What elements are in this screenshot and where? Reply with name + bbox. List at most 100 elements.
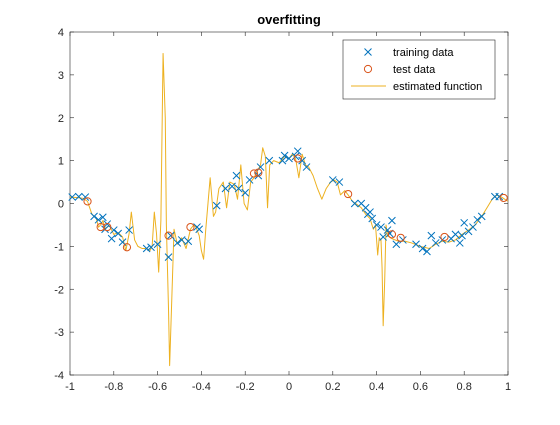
training-point [451, 230, 460, 239]
training-point [372, 221, 381, 229]
x-tick-label: 1 [505, 381, 511, 393]
training-point [379, 233, 388, 241]
legend-test-marker [363, 64, 373, 74]
training-point [228, 182, 236, 191]
training-point [335, 178, 344, 186]
training-point [392, 240, 401, 249]
training-point [90, 212, 98, 221]
test-point [387, 230, 397, 239]
y-tick-label: -2 [54, 284, 64, 296]
x-tick-label: 0.6 [413, 381, 428, 393]
training-point [431, 239, 440, 247]
training-point [350, 199, 359, 208]
training-point [399, 236, 407, 244]
legend-training-marker [364, 48, 372, 56]
training-point [469, 223, 477, 231]
x-tick-label: 0.8 [457, 381, 472, 393]
test-point [293, 154, 302, 163]
training-point [101, 225, 109, 234]
training-point [245, 176, 254, 184]
training-point [278, 156, 287, 165]
training-point [265, 156, 274, 165]
test-point [103, 222, 112, 232]
test-point [122, 243, 132, 252]
test-point [440, 232, 449, 242]
legend-label: test data [393, 64, 436, 76]
training-point [109, 226, 118, 234]
y-tick-label: 0 [58, 199, 64, 211]
training-point [460, 218, 469, 227]
x-tick-label: -0.4 [192, 381, 211, 393]
y-tick-label: -3 [54, 327, 64, 339]
training-point [212, 201, 221, 210]
training-point [328, 176, 337, 184]
training-point [221, 184, 230, 193]
x-tick-label: 0 [286, 381, 292, 393]
test-point [344, 189, 353, 199]
training-point [177, 236, 186, 244]
test-point [83, 197, 92, 206]
training-point [173, 239, 182, 247]
training-point [153, 240, 162, 249]
legend: training data test data estimated function [342, 39, 496, 100]
y-tick-label: -4 [54, 370, 64, 382]
training-point [366, 208, 374, 216]
training-point [298, 156, 306, 165]
y-tick-label: 1 [58, 156, 64, 168]
x-tick-label: -1 [65, 381, 75, 393]
training-point [68, 193, 77, 201]
training-point [241, 188, 250, 197]
y-tick-label: 2 [58, 113, 64, 125]
x-tick-label: -0.2 [236, 381, 255, 393]
x-tick-label: -0.8 [104, 381, 123, 393]
training-point [293, 147, 302, 156]
training-point [455, 239, 464, 247]
legend-box [342, 39, 496, 100]
test-point [254, 168, 263, 177]
training-point [232, 171, 241, 180]
test-point [249, 169, 259, 178]
training-point [418, 244, 427, 253]
training-point [383, 226, 392, 234]
training-point [280, 151, 289, 160]
training-point [285, 154, 293, 163]
x-tick-label: 0.2 [325, 381, 340, 393]
training-point [195, 225, 204, 234]
x-tick-label: 0.4 [369, 381, 384, 393]
legend-label: training data [393, 47, 454, 59]
training-point [142, 244, 151, 253]
training-point [302, 163, 311, 171]
training-point [495, 192, 504, 201]
training-point [234, 184, 243, 193]
training-point [74, 192, 83, 201]
test-point [186, 222, 195, 232]
training-point [147, 243, 155, 252]
training-point [107, 234, 116, 243]
legend-label: estimated function [393, 81, 482, 93]
training-point [473, 215, 482, 224]
test-point [499, 193, 508, 203]
y-tick-label: 3 [58, 70, 64, 82]
x-tick-label: -0.6 [148, 381, 167, 393]
training-point [427, 231, 436, 240]
test-point [96, 222, 105, 232]
training-point [81, 193, 90, 201]
training-point [94, 215, 103, 224]
y-tick-label: -1 [54, 241, 64, 253]
training-point [458, 231, 466, 240]
training-point [125, 226, 133, 234]
test-point [396, 233, 405, 242]
training-point [291, 152, 300, 161]
training-point [114, 229, 123, 238]
training-point [388, 216, 396, 225]
training-point [254, 171, 263, 180]
training-point [423, 247, 431, 256]
training-point [98, 213, 107, 222]
training-point [377, 223, 385, 231]
training-point [103, 220, 112, 228]
test-point [164, 231, 173, 240]
training-point [184, 237, 193, 246]
y-tick-label: 4 [58, 27, 64, 39]
